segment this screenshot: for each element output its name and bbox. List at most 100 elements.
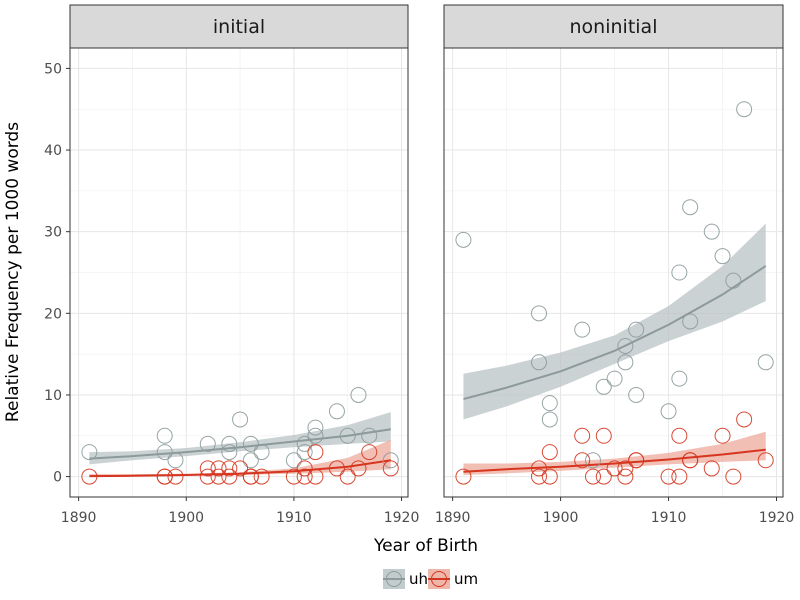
data-point-uh [232,411,249,428]
legend-item-um: um [428,569,478,589]
x-tick-label: 1900 [543,510,579,526]
legend-item-uh: uh [383,569,428,589]
data-point-um [671,468,688,485]
data-point-um [167,468,184,485]
legend-point-um [431,571,447,587]
data-point-um [242,468,259,485]
data-point-um [574,452,591,469]
data-point-um [617,460,634,477]
data-point-uh [531,305,548,322]
data-point-uh [382,452,399,469]
confidence-band-uh [463,223,766,420]
data-point-uh [595,378,612,395]
data-point-um [541,468,558,485]
data-point-uh [221,444,238,461]
trend-line-uh [89,428,391,460]
data-point-um [221,460,238,477]
data-point-uh [156,444,173,461]
data-point-um [714,427,731,444]
y-tick-label: 20 [44,306,62,322]
data-point-uh [199,435,216,452]
data-point-um [156,468,173,485]
data-point-um [307,468,324,485]
chart-panels: initial 1890 1900 1910 1920 0 10 20 30 40 50 nonini… [44,4,795,526]
data-point-uh [757,354,774,371]
data-point-um [210,468,227,485]
data-point-uh [671,264,688,281]
y-tick-label: 50 [44,61,62,77]
data-point-uh [296,444,313,461]
confidence-band-um [463,431,766,475]
legend-label-um: um [454,570,478,588]
data-point-um [455,468,472,485]
data-point-um [725,468,742,485]
data-point-um [350,460,367,477]
data-point-uh [285,452,302,469]
panel-initial: initial 1890 1900 1910 1920 0 10 20 30 40 50 [44,4,419,526]
data-point-um [81,468,98,485]
data-point-um [617,468,634,485]
data-point-um [682,452,699,469]
data-point-uh [156,427,173,444]
x-tick-label: 1910 [276,510,312,526]
data-point-um [671,427,688,444]
data-point-uh [574,321,591,338]
y-tick-label: 10 [44,388,62,404]
legend-label-uh: uh [409,570,428,588]
data-point-uh [714,248,731,265]
panel-border [443,47,784,498]
data-point-uh [682,313,699,330]
data-point-um [382,460,399,477]
data-point-uh [725,272,742,289]
legend-point-uh [386,571,402,587]
data-point-um [285,468,302,485]
data-point-um [660,468,677,485]
data-point-uh [307,427,324,444]
trend-line-uh [463,265,767,401]
data-point-um [307,444,324,461]
data-point-uh [328,403,345,420]
data-point-uh [617,354,634,371]
data-point-um [296,460,313,477]
y-tick-label: 30 [44,225,62,241]
data-point-um [574,427,591,444]
data-point-uh [541,411,558,428]
panel-strip [443,4,784,49]
data-point-uh [81,444,98,461]
data-point-uh [682,199,699,216]
data-point-uh [167,452,184,469]
data-point-um [199,460,216,477]
data-point-um [584,468,601,485]
data-point-um [210,460,227,477]
data-point-uh [242,452,259,469]
panel-noninitial: noninitial 1890 1900 1910 1920 [435,4,795,526]
data-point-um [606,460,623,477]
data-point-uh [339,427,356,444]
y-tick-label: 40 [44,143,62,159]
panel-title: initial [213,16,265,38]
data-point-um [595,468,612,485]
data-point-um [253,468,270,485]
x-tick-label: 1900 [168,510,204,526]
data-point-um [232,460,249,477]
trend-line-um [463,448,766,473]
x-tick-label: 1920 [759,510,795,526]
confidence-band-uh [89,412,391,465]
data-point-um [328,460,345,477]
data-point-uh [584,452,601,469]
data-point-uh [296,435,313,452]
confidence-band-um [89,439,391,477]
chart-legend: uh um [383,569,478,589]
x-tick-label: 1910 [651,510,687,526]
data-point-uh [221,435,238,452]
data-point-um [628,452,645,469]
data-point-um [757,452,774,469]
data-point-um [595,427,612,444]
data-point-uh [541,395,558,412]
data-point-uh [628,386,645,403]
x-axis-title: Year of Birth [373,536,478,556]
panel-strip [69,4,409,49]
data-point-um [296,468,313,485]
data-point-uh [606,370,623,387]
data-point-um [531,468,548,485]
